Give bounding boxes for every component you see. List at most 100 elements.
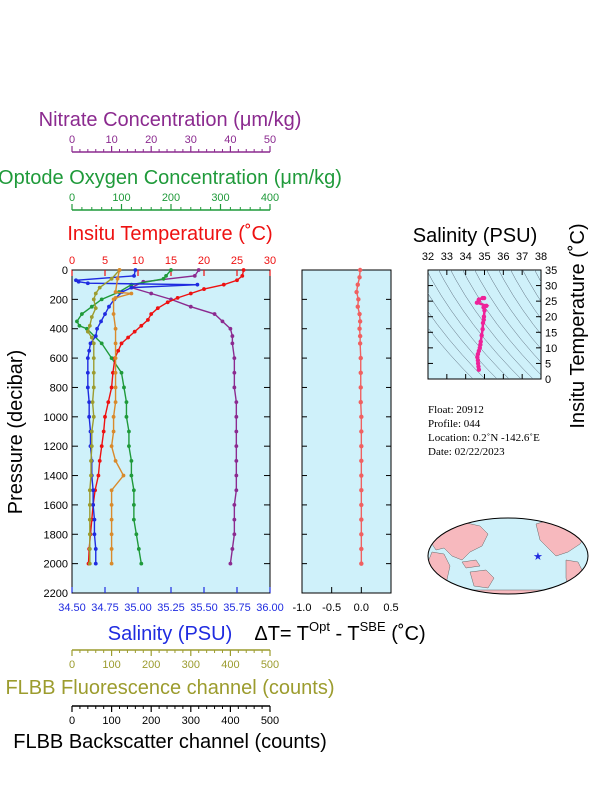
series-point-flbb-backscatter-channel xyxy=(129,291,134,296)
nitrate-axis-tick-label: 30 xyxy=(185,134,197,146)
series-point-flbb-backscatter-channel xyxy=(109,488,114,493)
series-point-optode-oxygen-concentration xyxy=(127,429,131,434)
ts-track-point xyxy=(478,339,483,344)
series-point-salinity xyxy=(87,414,92,419)
series-point-insitu-temperature xyxy=(235,278,239,283)
series-point-optode-oxygen-concentration xyxy=(129,473,134,478)
series-point-flbb-backscatter-channel xyxy=(109,517,114,522)
series-point-salinity xyxy=(85,370,90,375)
series-point-flbb-fluorescence-channel xyxy=(87,532,92,537)
series-point-delta-t xyxy=(357,341,363,346)
fluorescence-axis-title: FLBB Fluorescence channel (counts) xyxy=(5,677,334,699)
series-point-salinity xyxy=(92,517,97,522)
backscatter-axis-tick-label: 500 xyxy=(261,715,279,727)
series-point-salinity xyxy=(85,356,90,360)
temperature-axis-tick-label: 0 xyxy=(69,255,75,267)
series-point-optode-oxygen-concentration xyxy=(134,532,139,537)
ts-track-point xyxy=(475,361,481,366)
ts-density-contour xyxy=(462,270,541,376)
delta-axis-tick-label: -0.5 xyxy=(322,602,341,614)
ts-density-contour xyxy=(522,270,541,302)
series-point-nitrate-concentration xyxy=(232,385,237,390)
series-point-flbb-backscatter-channel xyxy=(111,429,116,434)
series-point-nitrate-concentration xyxy=(234,444,239,449)
backscatter-axis-tick-label: 0 xyxy=(69,715,75,727)
ts-temperature-tick-label: 5 xyxy=(545,358,551,370)
temperature-axis-tick-label: 5 xyxy=(102,255,108,267)
pressure-axis-tick-label: 400 xyxy=(50,324,68,336)
series-point-delta-t xyxy=(355,282,360,287)
series-point-optode-oxygen-concentration xyxy=(77,323,82,328)
series-point-delta-t xyxy=(355,304,360,309)
series-point-flbb-backscatter-channel xyxy=(117,268,122,272)
series-point-delta-t xyxy=(358,399,363,405)
series-point-salinity xyxy=(95,326,99,331)
ts-temperature-tick-label: 15 xyxy=(545,327,557,339)
nitrate-axis-title: Nitrate Concentration (μm/kg) xyxy=(39,109,302,131)
nitrate-axis-tick-label: 10 xyxy=(105,134,117,146)
series-point-flbb-fluorescence-channel xyxy=(89,315,94,319)
oxygen-axis-tick-label: 0 xyxy=(69,192,75,204)
ts-salinity-tick-label: 36 xyxy=(497,251,509,263)
series-point-salinity xyxy=(93,561,98,566)
series-point-optode-oxygen-concentration xyxy=(80,312,84,316)
series-point-nitrate-concentration xyxy=(228,561,233,566)
series-point-flbb-backscatter-channel xyxy=(111,297,116,302)
salinity-axis-tick-label: 35.25 xyxy=(157,602,185,614)
series-point-nitrate-concentration xyxy=(196,268,201,272)
series-point-salinity xyxy=(132,273,136,278)
pressure-axis-tick-label: 2200 xyxy=(44,588,68,600)
ts-temperature-tick-label: 35 xyxy=(545,265,557,277)
series-point-delta-t xyxy=(357,267,363,273)
pressure-axis-tick-label: 800 xyxy=(50,382,68,394)
ts-track-point xyxy=(476,297,482,302)
series-point-salinity xyxy=(92,532,97,537)
series-point-insitu-temperature xyxy=(106,400,111,405)
series-point-optode-oxygen-concentration xyxy=(119,370,124,375)
series-point-flbb-fluorescence-channel xyxy=(93,291,98,296)
fluorescence-axis-tick-label: 200 xyxy=(142,659,160,671)
series-point-salinity xyxy=(87,348,92,353)
series-point-nitrate-concentration xyxy=(230,334,235,338)
pressure-axis-tick-label: 600 xyxy=(50,353,68,365)
ts-track-point xyxy=(480,326,485,332)
series-point-insitu-temperature xyxy=(119,341,124,346)
series-point-delta-t xyxy=(359,443,364,449)
temperature-axis-title: Insitu Temperature (˚C) xyxy=(67,223,272,245)
series-point-delta-t xyxy=(357,275,362,280)
series-point-flbb-backscatter-channel xyxy=(113,341,118,346)
series-point-insitu-temperature xyxy=(109,385,114,390)
series-point-nitrate-concentration xyxy=(234,458,239,463)
series-point-flbb-fluorescence-channel xyxy=(91,297,96,302)
series-point-flbb-fluorescence-channel xyxy=(89,444,94,449)
ts-salinity-tick-label: 34 xyxy=(460,251,472,263)
delta-axis-tick-label: 0.5 xyxy=(383,602,398,614)
ts-temperature-tick-label: 10 xyxy=(545,343,557,355)
series-point-insitu-temperature xyxy=(146,318,150,322)
salinity-axis-tick-label: 35.75 xyxy=(223,602,251,614)
delta-plot-background xyxy=(301,269,392,594)
pressure-axis-tick-label: 1200 xyxy=(44,441,68,453)
series-point-flbb-backscatter-channel xyxy=(113,458,118,463)
pressure-axis-tick-label: 0 xyxy=(62,265,68,277)
series-point-flbb-fluorescence-channel xyxy=(87,488,92,493)
series-point-flbb-backscatter-channel xyxy=(121,473,126,478)
backscatter-axis-tick-label: 200 xyxy=(142,715,160,727)
series-point-optode-oxygen-concentration xyxy=(124,400,129,405)
series-point-salinity xyxy=(91,503,96,507)
series-point-delta-t xyxy=(359,488,364,493)
series-point-nitrate-concentration xyxy=(234,488,239,493)
series-point-flbb-fluorescence-channel xyxy=(87,503,92,507)
info-date: Date: 02/22/2023 xyxy=(428,446,505,458)
series-point-optode-oxygen-concentration xyxy=(161,276,166,281)
series-point-optode-oxygen-concentration xyxy=(127,444,131,449)
series-point-delta-t xyxy=(359,429,364,434)
map-border xyxy=(427,517,589,595)
nitrate-axis-tick-label: 40 xyxy=(224,134,236,146)
temperature-axis-tick-label: 25 xyxy=(231,255,243,267)
ts-density-contour xyxy=(428,293,498,379)
series-point-nitrate-concentration xyxy=(234,473,239,478)
series-point-delta-t xyxy=(357,319,363,324)
series-point-flbb-fluorescence-channel xyxy=(89,429,94,434)
